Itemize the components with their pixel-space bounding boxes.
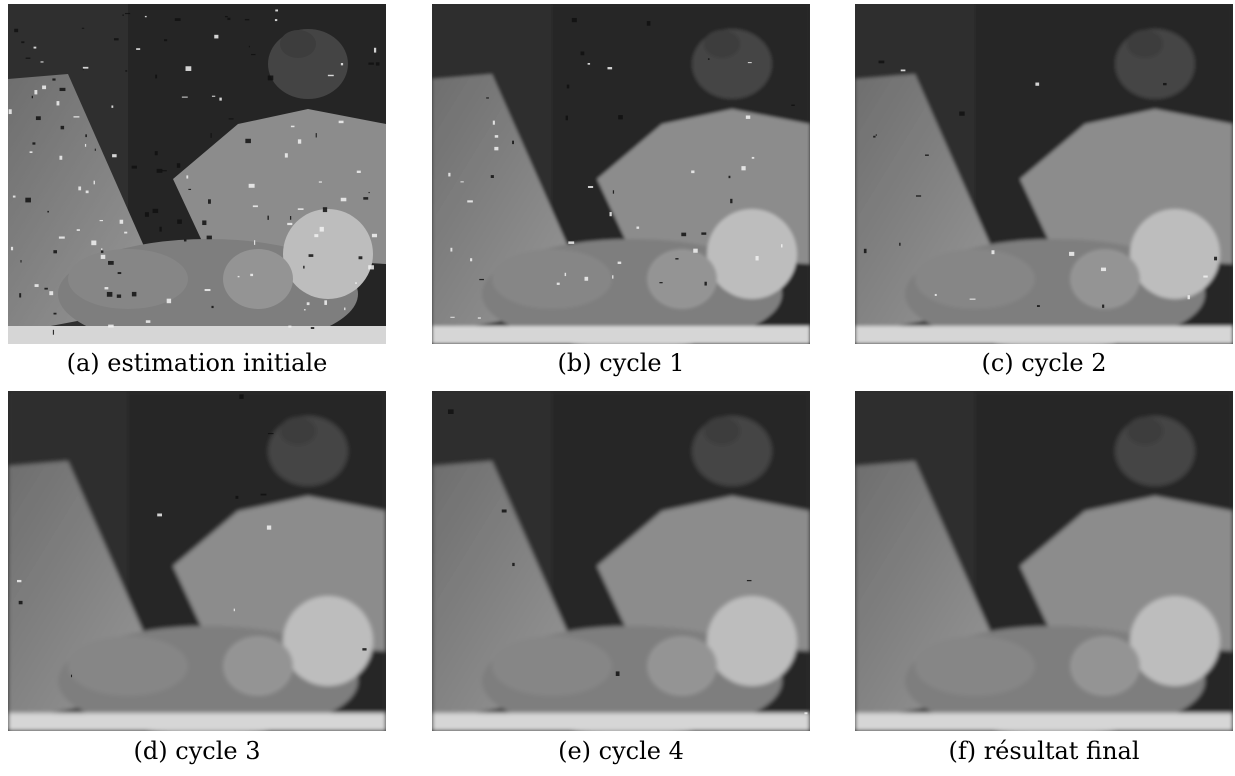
disparity-map-image [432,391,810,731]
caption: (b) cycle 1 [557,349,685,377]
disparity-map-image [855,391,1233,731]
disparity-map-image [855,4,1233,344]
caption: (c) cycle 2 [981,349,1107,377]
disparity-map-image [8,391,386,731]
caption: (f) résultat final [948,737,1140,765]
caption: (d) cycle 3 [133,737,261,765]
caption: (e) cycle 4 [558,737,684,765]
disparity-map-image [8,4,386,344]
caption: (a) estimation initiale [66,349,328,377]
disparity-map-image [432,4,810,344]
